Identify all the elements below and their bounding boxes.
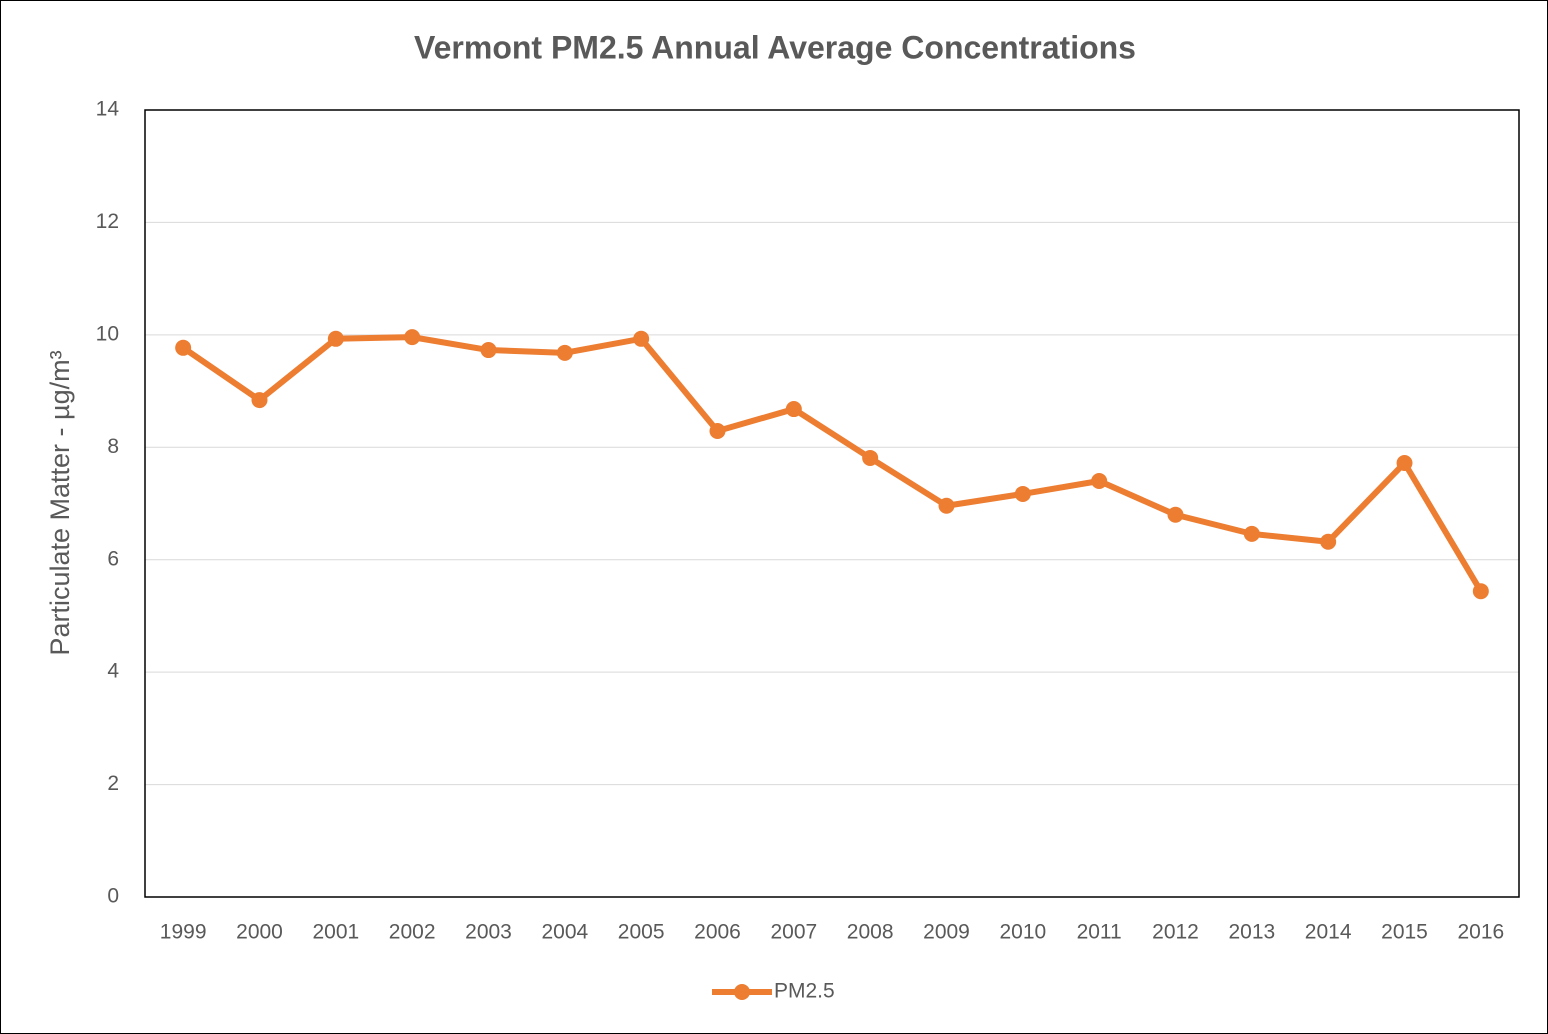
marker <box>1320 533 1337 550</box>
marker <box>1091 473 1108 490</box>
line <box>181 334 1484 593</box>
legend-label: PM2.5 <box>774 980 835 1003</box>
x-tick-label: 2012 <box>1152 921 1199 944</box>
y-tick-label: 0 <box>107 885 119 908</box>
marker <box>1014 485 1031 502</box>
marker <box>1243 525 1260 542</box>
marker <box>1396 455 1413 472</box>
y-axis-label: Particulate Matter - µg/m³ <box>45 350 75 655</box>
x-tick-label: 2014 <box>1305 921 1352 944</box>
x-tick-label: 2004 <box>541 921 588 944</box>
marker <box>556 344 573 361</box>
y-tick-label: 2 <box>107 772 119 795</box>
x-tick-label: 2006 <box>694 921 741 944</box>
x-tick-label: 2010 <box>999 921 1046 944</box>
y-tick-label: 6 <box>107 547 119 570</box>
y-tick-label: 8 <box>107 435 119 458</box>
marker <box>709 422 726 439</box>
marker <box>251 392 268 409</box>
x-tick-label: 2000 <box>236 921 283 944</box>
x-tick-label: 2009 <box>923 921 970 944</box>
x-tick-label: 2005 <box>618 921 665 944</box>
marker <box>175 339 192 356</box>
x-tick-label: 2015 <box>1381 921 1428 944</box>
x-tick-label: 2011 <box>1077 921 1122 944</box>
marker <box>327 330 344 347</box>
y-tick-label: 12 <box>96 210 119 233</box>
marker <box>862 449 879 466</box>
x-tick-label: 2002 <box>389 921 436 944</box>
x-tick-label: 1999 <box>160 921 207 944</box>
marker <box>785 401 802 418</box>
y-tick-label: 4 <box>107 660 119 683</box>
y-tick-label: 14 <box>96 98 120 121</box>
y-tick-label: 10 <box>96 322 119 345</box>
marker <box>633 330 650 347</box>
x-tick-label: 2008 <box>847 921 894 944</box>
plot-frame <box>144 109 1520 898</box>
marker <box>1472 583 1489 600</box>
x-tick-label: 2007 <box>770 921 817 944</box>
marker <box>1167 506 1184 523</box>
marker <box>480 342 497 359</box>
x-tick-label: 2001 <box>312 921 359 944</box>
chart-title: Vermont PM2.5 Annual Average Concentrati… <box>414 29 1136 65</box>
x-tick-label: 2016 <box>1457 921 1504 944</box>
marker <box>404 329 421 346</box>
x-tick-label: 2013 <box>1228 921 1275 944</box>
marker <box>938 497 955 514</box>
x-tick-label: 2003 <box>465 921 512 944</box>
legend-marker <box>734 984 750 1000</box>
